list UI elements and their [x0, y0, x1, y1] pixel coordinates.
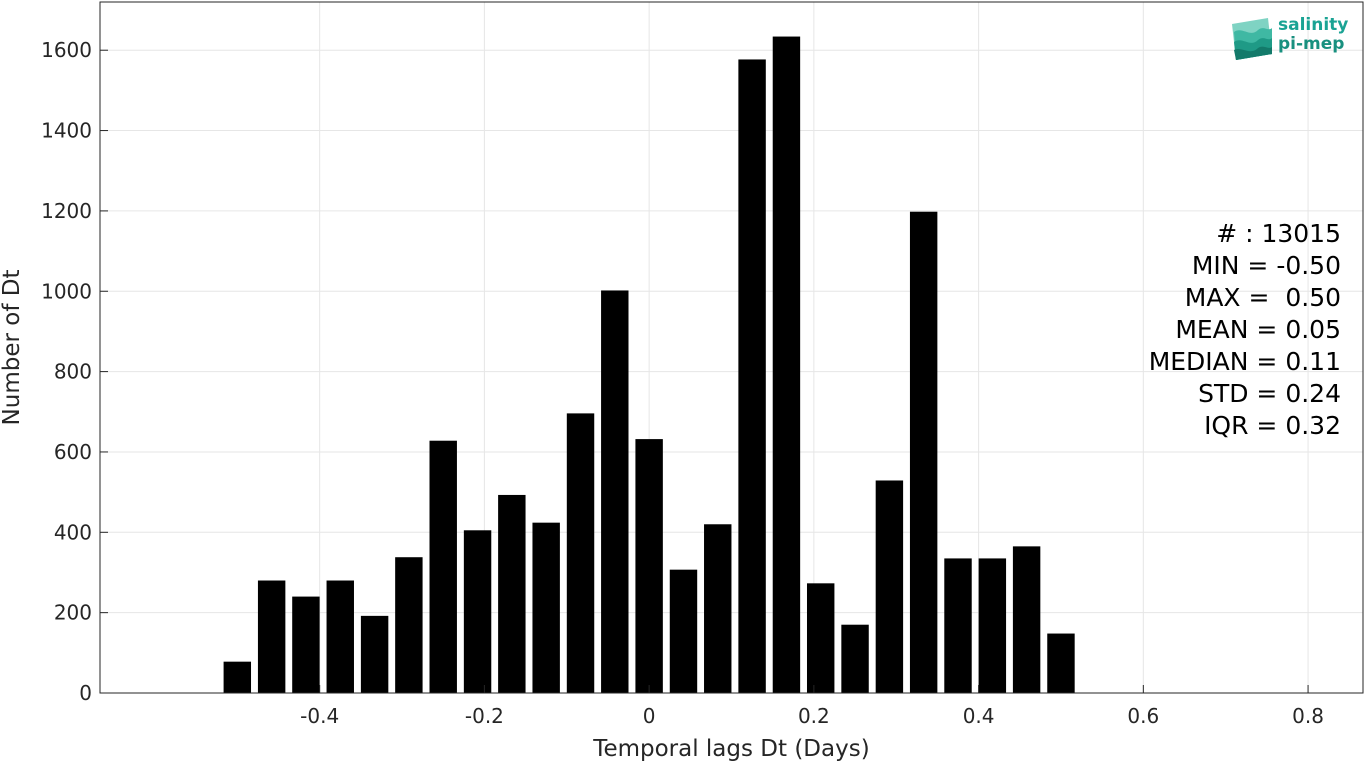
x-tick-label: 0.2	[798, 704, 830, 728]
bar	[944, 558, 972, 693]
x-tick-label: 0.6	[1127, 704, 1159, 728]
bar	[1012, 546, 1041, 693]
y-tick-label: 1200	[41, 199, 92, 223]
y-tick-label: 800	[54, 360, 92, 384]
bar	[532, 522, 560, 693]
stat-max: MAX = 0.50	[1184, 283, 1341, 312]
logo-line-2: pi-mep	[1278, 34, 1345, 54]
y-tick-label: 0	[79, 681, 92, 705]
bar	[429, 440, 457, 693]
stat-median: MEDIAN = 0.11	[1148, 347, 1341, 376]
statistics-panel: # : 13015 MIN = -0.50 MAX = 0.50 MEAN = …	[1149, 218, 1341, 442]
bar	[257, 580, 286, 693]
stat-min: MIN = -0.50	[1191, 251, 1341, 280]
bar	[395, 557, 423, 693]
y-tick-label: 200	[54, 601, 92, 625]
logo-line-1: salinity	[1278, 15, 1349, 35]
ticks: -0.4 -0.2 0 0.2 0.4 0.6 0.8 0 200 400 600 800 1000 12…	[41, 38, 1324, 728]
y-axis-label: Number of Dt	[0, 270, 25, 426]
grid	[100, 2, 1363, 694]
stat-count: # : 13015	[1216, 219, 1341, 248]
bar	[669, 569, 698, 693]
x-tick-label: 0.8	[1292, 704, 1324, 728]
y-tick-label: 1400	[41, 119, 92, 143]
bar	[498, 494, 526, 693]
y-tick-label: 1600	[41, 38, 92, 62]
bar	[909, 211, 938, 694]
bar	[566, 413, 595, 693]
bars	[223, 36, 1075, 694]
bar	[841, 624, 869, 693]
bar	[875, 480, 904, 693]
bar	[463, 530, 492, 693]
bar	[360, 615, 389, 693]
axes-box	[99, 1, 1364, 694]
stat-iqr: IQR = 0.32	[1204, 411, 1341, 440]
y-tick-label: 1000	[41, 279, 92, 303]
waves-logo-icon	[1232, 18, 1272, 60]
bar	[223, 661, 252, 693]
x-tick-label: 0.4	[963, 704, 995, 728]
bar	[292, 596, 320, 693]
x-tick-label: -0.2	[465, 704, 504, 728]
bar	[738, 59, 766, 694]
bar	[1047, 633, 1075, 693]
bar	[635, 439, 663, 693]
bar	[326, 580, 354, 693]
logo-text: salinity pi-mep	[1278, 16, 1348, 54]
bar	[806, 583, 835, 693]
x-tick-label: -0.4	[300, 704, 339, 728]
bar	[601, 290, 629, 693]
bar	[704, 524, 732, 693]
stat-std: STD = 0.24	[1198, 379, 1341, 408]
salinity-pimep-logo: salinity pi-mep	[1228, 14, 1358, 62]
y-tick-label: 400	[54, 520, 92, 544]
bar	[772, 36, 801, 694]
bar	[978, 558, 1007, 693]
y-tick-label: 600	[54, 440, 92, 464]
x-axis-label: Temporal lags Dt (Days)	[592, 736, 869, 762]
x-tick-label: 0	[643, 704, 656, 728]
stat-mean: MEAN = 0.05	[1175, 315, 1341, 344]
